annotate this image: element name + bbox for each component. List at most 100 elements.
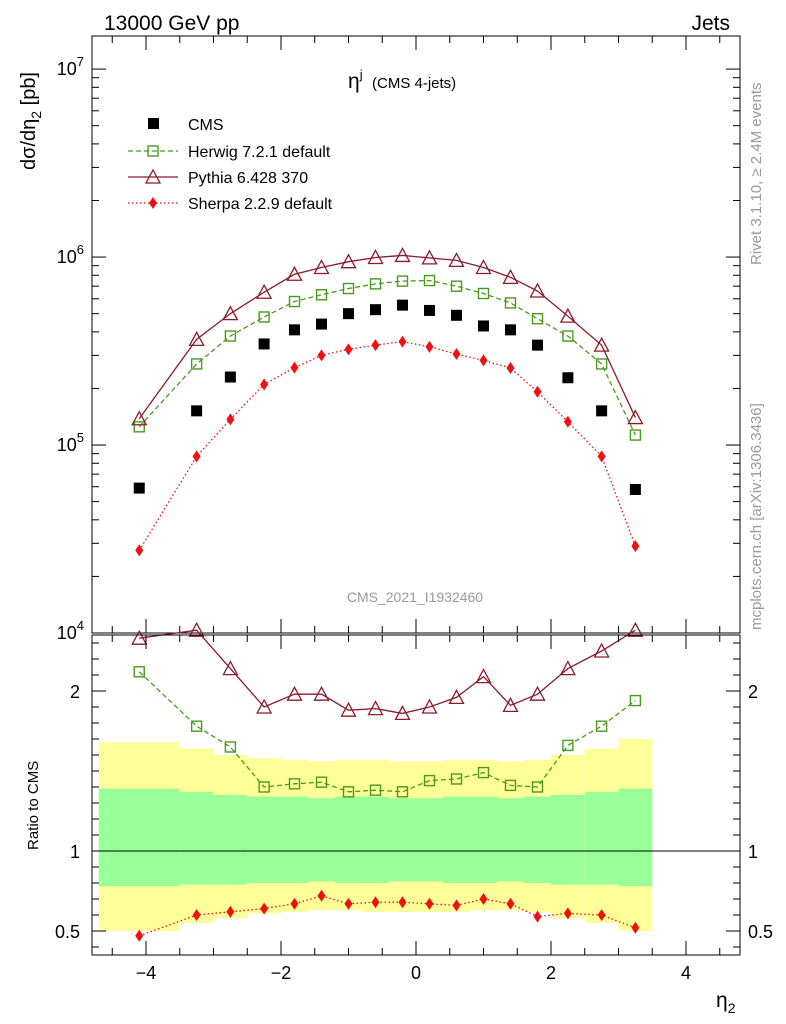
ratio-point-pythia: [529, 685, 546, 701]
ratio-xtick-label: −2: [271, 963, 292, 983]
ratio-line-pythia: [139, 629, 636, 715]
legend-marker-herwig: [147, 145, 159, 157]
ratio-ytick-label: 1: [70, 842, 80, 862]
main-line-sherpa: [138, 340, 636, 551]
main-point-sherpa: [479, 354, 488, 367]
main-point-cms: [397, 299, 408, 311]
main-line-pythia: [138, 254, 636, 420]
main-point-herwig: [629, 429, 642, 441]
main-point-pythia: [222, 305, 239, 321]
band-inner-bin: [362, 796, 389, 883]
header-process: Jets: [691, 12, 730, 35]
ratio-point-herwig: [595, 720, 608, 732]
main-point-pythia: [593, 336, 610, 352]
band-inner-bin: [281, 796, 308, 883]
main-point-herwig: [369, 278, 382, 290]
ratio-point-sherpa: [597, 909, 606, 921]
ratio-point-herwig: [369, 784, 382, 796]
main-point-cms: [629, 484, 641, 496]
ratio-point-sherpa: [398, 896, 407, 909]
ratio-ytick-label: 0.5: [55, 922, 80, 942]
main-ylabel: dσ/dη2 [pb]: [18, 72, 44, 170]
main-point-herwig: [396, 275, 409, 287]
ratio-point-sherpa: [479, 893, 488, 905]
main-point-sherpa: [563, 415, 572, 428]
main-point-pythia: [256, 283, 273, 299]
ratio-point-sherpa: [506, 897, 515, 910]
main-point-sherpa: [135, 544, 144, 557]
legend-entry-cms: CMS: [148, 117, 224, 134]
main-point-sherpa: [452, 348, 461, 361]
main-point-herwig: [595, 358, 608, 370]
legend-marker-sherpa: [149, 197, 157, 209]
band-inner-bin: [551, 795, 585, 885]
main-title: ηj: [348, 67, 363, 93]
legend: CMS Herwig 7.2.1 default Pythia 6.428 37…: [128, 117, 333, 213]
ratio-point-herwig: [423, 774, 436, 787]
main-point-pythia: [394, 247, 411, 263]
ratio-point-sherpa: [371, 896, 380, 909]
ratio-point-herwig: [629, 694, 642, 707]
main-point-sherpa: [344, 343, 353, 356]
main-ytick-label: 107: [57, 54, 84, 79]
watermark: CMS_2021_I1932460: [347, 589, 483, 605]
main-line-herwig: [138, 279, 636, 436]
ratio-point-herwig: [342, 786, 355, 798]
ratio-point-sherpa: [226, 905, 235, 918]
ratio-point-sherpa: [563, 907, 572, 920]
main-point-cms: [562, 372, 574, 384]
x-axis-label: η2: [716, 989, 736, 1016]
main-point-herwig: [190, 358, 203, 370]
main-point-sherpa: [192, 450, 201, 463]
ratio-point-pythia: [188, 621, 205, 637]
ratio-point-sherpa: [344, 897, 353, 910]
ratio-xtick-label: 2: [546, 963, 556, 983]
ratio-point-herwig: [190, 720, 203, 732]
main-point-pythia: [502, 268, 519, 284]
main-point-cms: [451, 309, 462, 321]
main-point-sherpa: [290, 361, 299, 374]
band-inner-bin: [416, 798, 443, 882]
band-inner-bin: [443, 796, 470, 883]
main-point-pythia: [188, 330, 205, 346]
ratio-point-pythia: [313, 685, 330, 701]
ratio-point-herwig: [477, 766, 490, 779]
main-point-cms: [343, 308, 354, 320]
ratio-point-pythia: [448, 689, 465, 705]
ratio-point-pythia: [559, 660, 576, 676]
legend-label-sherpa: Sherpa 2.2.9 default: [188, 196, 333, 213]
ratio-point-pythia: [131, 629, 148, 645]
ratio-xtick-label: 0: [411, 963, 421, 983]
main-point-pythia: [559, 307, 576, 323]
main-ytick-label: 106: [57, 242, 84, 267]
main-point-pythia: [286, 265, 303, 281]
band-inner-bin: [179, 791, 214, 885]
main-point-pythia: [340, 253, 357, 269]
main-panel: 104 105 106 107 ηj (CMS 4-jets) CMS_2021_I1…: [57, 35, 741, 643]
main-point-pythia: [529, 282, 546, 298]
header-energy: 13000 GeV pp: [104, 12, 239, 35]
ratio-point-herwig: [224, 741, 237, 753]
ratio-point-herwig: [504, 779, 517, 792]
main-point-sherpa: [371, 339, 380, 352]
main-point-cms: [224, 371, 236, 383]
ratio-point-herwig: [133, 666, 145, 678]
ratio-line-herwig: [138, 671, 636, 793]
ratio-point-sherpa: [425, 897, 434, 910]
band-inner-bin: [497, 798, 524, 882]
main-point-herwig: [288, 295, 301, 308]
main-point-cms: [505, 324, 516, 336]
ratio-point-pythia: [367, 700, 384, 716]
band-inner-bin: [247, 796, 281, 883]
ratio-point-herwig: [450, 773, 463, 785]
band-inner-bin: [308, 798, 335, 882]
main-point-herwig: [315, 289, 328, 301]
main-point-cms: [424, 304, 435, 316]
main-point-sherpa: [226, 413, 235, 426]
ratio-point-sherpa: [290, 897, 299, 910]
main-point-pythia: [475, 259, 492, 275]
band-inner-bin: [389, 798, 416, 882]
ratio-point-pythia: [256, 698, 273, 714]
ratio-point-herwig: [315, 776, 328, 788]
